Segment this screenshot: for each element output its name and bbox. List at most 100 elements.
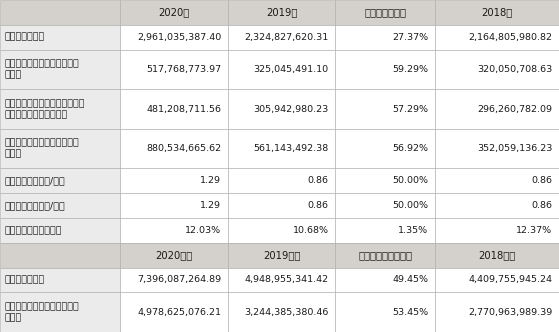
Text: 本年末比上年末增减: 本年末比上年末增减 <box>358 250 412 260</box>
Bar <box>228 25 335 49</box>
Bar <box>435 193 559 218</box>
Bar <box>435 268 559 292</box>
Bar <box>435 218 559 243</box>
Text: 0.86: 0.86 <box>531 201 552 210</box>
Text: 880,534,665.62: 880,534,665.62 <box>146 144 221 153</box>
Bar <box>120 25 228 49</box>
Text: 加权平均净资产收益率: 加权平均净资产收益率 <box>4 226 62 235</box>
Text: 305,942,980.23: 305,942,980.23 <box>253 105 329 114</box>
Bar <box>0 268 120 292</box>
Text: 4,948,955,341.42: 4,948,955,341.42 <box>245 276 329 285</box>
Text: 2018年: 2018年 <box>481 7 513 17</box>
Bar <box>335 89 435 129</box>
Bar <box>120 129 228 168</box>
Text: 296,260,782.09: 296,260,782.09 <box>477 105 552 114</box>
Bar <box>0 243 120 268</box>
Text: 基本每股收益（元/股）: 基本每股收益（元/股） <box>4 176 65 185</box>
Text: 2019年: 2019年 <box>266 7 297 17</box>
Bar <box>120 243 228 268</box>
Text: 352,059,136.23: 352,059,136.23 <box>477 144 552 153</box>
Text: 2020年末: 2020年末 <box>155 250 193 260</box>
Text: 56.92%: 56.92% <box>392 144 428 153</box>
Text: 0.86: 0.86 <box>307 201 329 210</box>
Text: 50.00%: 50.00% <box>392 176 428 185</box>
Bar <box>228 0 335 25</box>
Bar <box>335 218 435 243</box>
Text: 稀释每股收益（元/股）: 稀释每股收益（元/股） <box>4 201 65 210</box>
Bar <box>120 49 228 89</box>
Text: 归属于上市公司股东的扣除非经
常性损益的净利润（元）: 归属于上市公司股东的扣除非经 常性损益的净利润（元） <box>4 99 85 119</box>
Bar <box>435 243 559 268</box>
Bar <box>335 268 435 292</box>
Bar <box>0 292 120 332</box>
Text: 本年比上年增减: 本年比上年增减 <box>364 7 406 17</box>
Bar <box>228 218 335 243</box>
Text: 325,045,491.10: 325,045,491.10 <box>254 65 329 74</box>
Text: 营业收入（元）: 营业收入（元） <box>4 33 45 42</box>
Bar <box>0 89 120 129</box>
Bar <box>228 292 335 332</box>
Bar <box>120 218 228 243</box>
Text: 1.29: 1.29 <box>200 176 221 185</box>
Text: 517,768,773.97: 517,768,773.97 <box>146 65 221 74</box>
Text: 12.03%: 12.03% <box>185 226 221 235</box>
Bar <box>0 0 120 25</box>
Bar <box>435 0 559 25</box>
Bar <box>335 0 435 25</box>
Bar <box>0 193 120 218</box>
Text: 50.00%: 50.00% <box>392 201 428 210</box>
Bar <box>0 168 120 193</box>
Bar <box>228 49 335 89</box>
Bar <box>0 218 120 243</box>
Bar <box>120 168 228 193</box>
Bar <box>435 129 559 168</box>
Text: 10.68%: 10.68% <box>293 226 329 235</box>
Text: 561,143,492.38: 561,143,492.38 <box>253 144 329 153</box>
Text: 59.29%: 59.29% <box>392 65 428 74</box>
Bar <box>228 89 335 129</box>
Bar <box>435 168 559 193</box>
Bar <box>435 25 559 49</box>
Bar <box>0 129 120 168</box>
Bar <box>335 193 435 218</box>
Bar <box>435 49 559 89</box>
Bar <box>335 292 435 332</box>
Text: 2,770,963,989.39: 2,770,963,989.39 <box>468 308 552 317</box>
Bar <box>120 292 228 332</box>
Text: 0.86: 0.86 <box>531 176 552 185</box>
Bar <box>335 25 435 49</box>
Bar <box>335 168 435 193</box>
Text: 4,978,625,076.21: 4,978,625,076.21 <box>138 308 221 317</box>
Text: 1.29: 1.29 <box>200 201 221 210</box>
Bar <box>120 193 228 218</box>
Bar <box>120 89 228 129</box>
Bar <box>228 193 335 218</box>
Bar <box>435 89 559 129</box>
Text: 0.86: 0.86 <box>307 176 329 185</box>
Text: 320,050,708.63: 320,050,708.63 <box>477 65 552 74</box>
Bar <box>335 243 435 268</box>
Text: 2020年: 2020年 <box>159 7 190 17</box>
Bar <box>228 129 335 168</box>
Text: 经营活动产生的现金流量净额
（元）: 经营活动产生的现金流量净额 （元） <box>4 138 79 159</box>
Bar <box>120 268 228 292</box>
Text: 2019年末: 2019年末 <box>263 250 300 260</box>
Bar <box>120 0 228 25</box>
Text: 2,164,805,980.82: 2,164,805,980.82 <box>468 33 552 42</box>
Text: 27.37%: 27.37% <box>392 33 428 42</box>
Bar <box>0 49 120 89</box>
Bar <box>435 292 559 332</box>
Bar <box>335 49 435 89</box>
Bar <box>335 129 435 168</box>
Text: 12.37%: 12.37% <box>516 226 552 235</box>
Text: 2,324,827,620.31: 2,324,827,620.31 <box>244 33 329 42</box>
Bar <box>228 168 335 193</box>
Text: 3,244,385,380.46: 3,244,385,380.46 <box>244 308 329 317</box>
Text: 资产总额（元）: 资产总额（元） <box>4 276 45 285</box>
Text: 481,208,711.56: 481,208,711.56 <box>146 105 221 114</box>
Bar <box>228 243 335 268</box>
Text: 归属于上市公司股东的净资产
（元）: 归属于上市公司股东的净资产 （元） <box>4 302 79 322</box>
Text: 7,396,087,264.89: 7,396,087,264.89 <box>138 276 221 285</box>
Text: 4,409,755,945.24: 4,409,755,945.24 <box>468 276 552 285</box>
Text: 1.35%: 1.35% <box>398 226 428 235</box>
